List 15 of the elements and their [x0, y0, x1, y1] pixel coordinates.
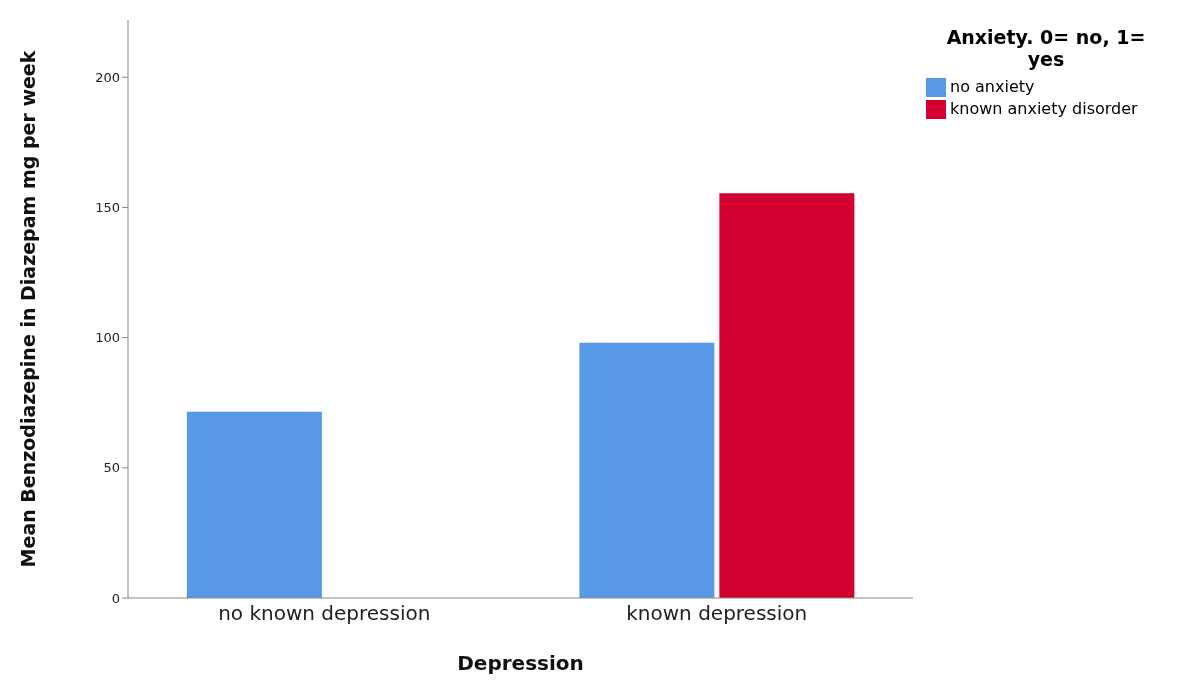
y-tick-label: 50: [103, 460, 120, 476]
y-axis-title: Mean Benzodiazepine in Diazepam mg per week: [16, 50, 39, 568]
x-tick-label: known depression: [626, 601, 808, 626]
x-axis-title: Depression: [457, 651, 584, 675]
bar: [579, 342, 715, 598]
y-tick-label: 100: [95, 330, 120, 346]
legend-label: no anxiety: [950, 76, 1035, 98]
legend-title: Anxiety. 0= no, 1= yes: [945, 26, 1147, 70]
legend-label: known anxiety disorder: [950, 98, 1138, 120]
y-tick-label: 0: [111, 590, 120, 606]
bar: [186, 411, 322, 598]
bar: [719, 193, 855, 598]
y-tick-label: 150: [95, 200, 120, 216]
y-tick-label: 200: [95, 69, 120, 85]
x-tick-label: no known depression: [218, 601, 431, 626]
